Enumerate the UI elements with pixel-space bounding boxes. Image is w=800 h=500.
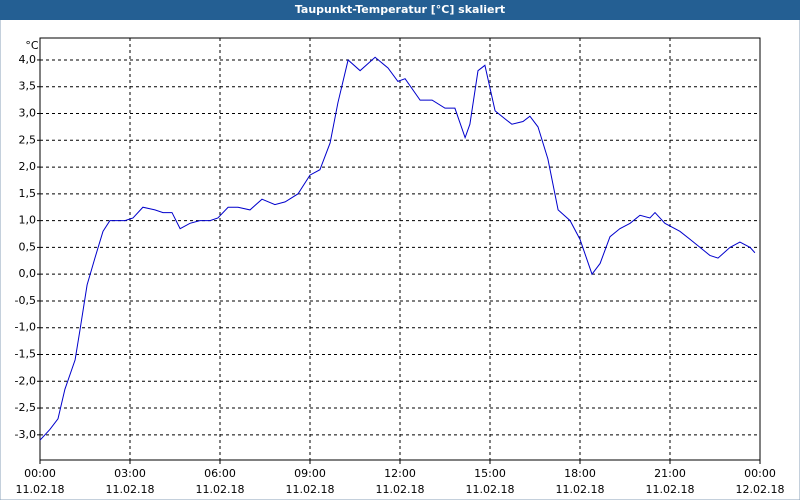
x-tick-label: 06:00 (204, 467, 236, 480)
x-tick-label: 15:00 (474, 467, 506, 480)
x-tick-label: 21:00 (654, 467, 686, 480)
y-tick-label: -0,5 (15, 294, 36, 307)
x-tick-date: 11.02.18 (646, 483, 695, 496)
y-tick-label: -1,5 (15, 348, 36, 361)
y-tick-label: -3,0 (15, 428, 36, 441)
y-tick-label: 3,0 (19, 107, 37, 120)
x-tick-label: 00:00 (24, 467, 56, 480)
y-unit: °C (25, 39, 39, 52)
x-tick-label: 18:00 (564, 467, 596, 480)
y-tick-label: 2,5 (19, 133, 37, 146)
x-tick-label: 12:00 (384, 467, 416, 480)
y-tick-label: 2,0 (19, 160, 37, 173)
x-tick-date: 11.02.18 (106, 483, 155, 496)
x-tick-label: 00:00 (744, 467, 776, 480)
title-bar (0, 0, 800, 20)
x-tick-date: 11.02.18 (556, 483, 605, 496)
x-tick-date: 11.02.18 (376, 483, 425, 496)
x-tick-date: 11.02.18 (16, 483, 65, 496)
x-tick-date: 11.02.18 (466, 483, 515, 496)
y-tick-label: -2,0 (15, 374, 36, 387)
data-line (39, 56, 756, 441)
y-tick-label: 0,0 (19, 267, 37, 280)
y-tick-label: -2,5 (15, 401, 36, 414)
x-tick-label: 03:00 (114, 467, 146, 480)
x-tick-date: 11.02.18 (286, 483, 335, 496)
y-tick-label: -1,0 (15, 321, 36, 334)
chart-title: Taupunkt-Temperatur [°C] skaliert (295, 3, 505, 16)
x-tick-date: 11.02.18 (196, 483, 245, 496)
y-tick-label: 3,5 (19, 80, 37, 93)
x-tick-date: 12.02.18 (736, 483, 785, 496)
y-tick-label: 4,0 (19, 53, 37, 66)
y-tick-label: 0,5 (19, 240, 37, 253)
y-tick-label: 1,5 (19, 187, 37, 200)
y-tick-label: 1,0 (19, 214, 37, 227)
x-tick-label: 09:00 (294, 467, 326, 480)
